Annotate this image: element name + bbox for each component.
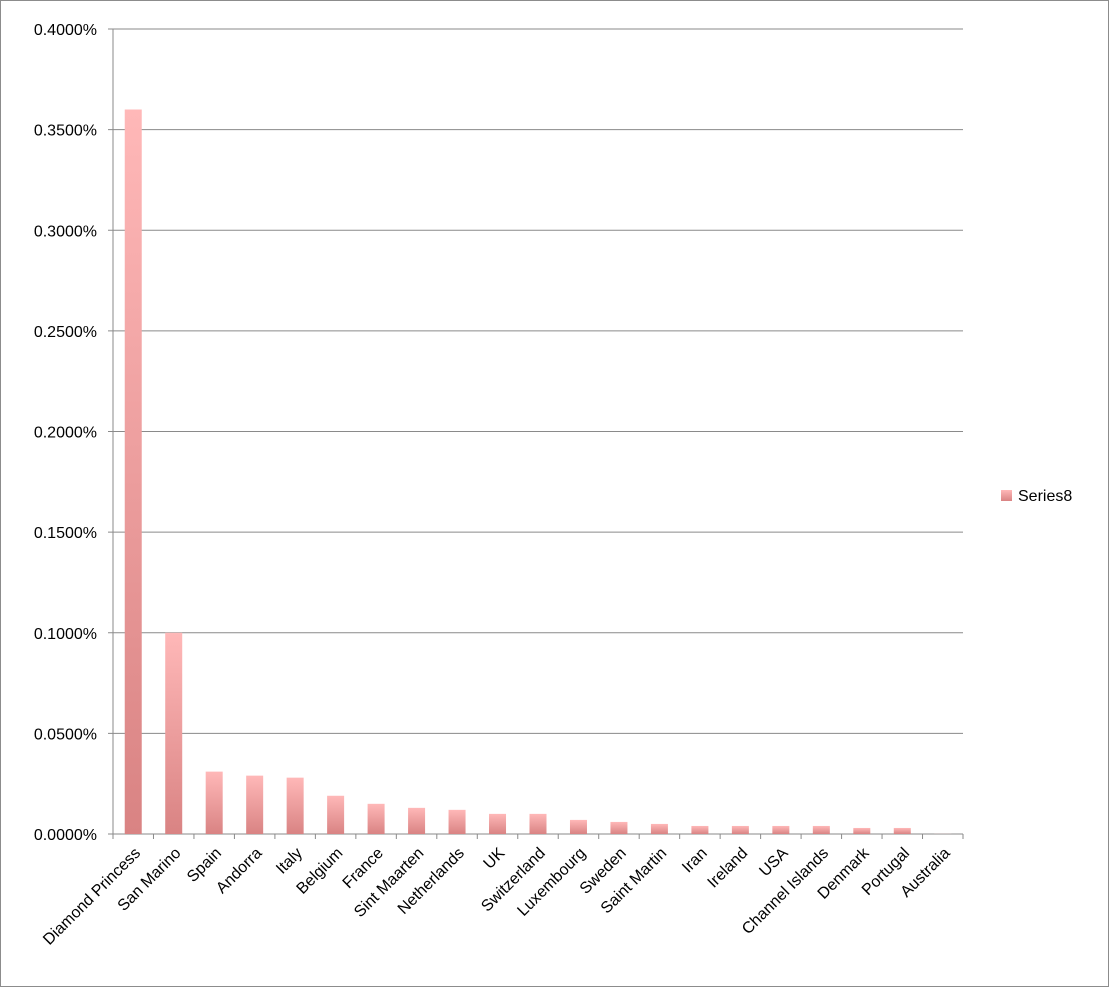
x-tick-label: USA bbox=[756, 845, 792, 881]
legend-swatch bbox=[1001, 490, 1012, 501]
bar-portugal bbox=[893, 827, 911, 834]
bar-channel-islands bbox=[812, 825, 830, 834]
bar-sint-maarten bbox=[408, 807, 426, 834]
bar-italy bbox=[286, 777, 304, 834]
x-tick-label: Iran bbox=[679, 845, 711, 877]
y-tick-label: 0.0500% bbox=[34, 726, 97, 743]
bar-diamond-princess bbox=[124, 109, 142, 834]
y-tick-labels: 0.0000% 0.0500% 0.1000% 0.1500% 0.2000% 0.250… bbox=[34, 22, 97, 844]
bar-usa bbox=[772, 825, 790, 834]
bar-uk bbox=[489, 813, 507, 834]
axes bbox=[108, 28, 964, 839]
bar-sweden bbox=[610, 821, 628, 834]
y-tick-label: 0.3500% bbox=[34, 123, 97, 140]
x-tick-label: UK bbox=[481, 845, 509, 873]
y-tick-label: 0.1500% bbox=[34, 525, 97, 542]
bar-switzerland bbox=[529, 813, 547, 834]
legend-label-series8: Series8 bbox=[1018, 488, 1072, 505]
bar-france bbox=[367, 803, 385, 834]
gridlines bbox=[113, 28, 963, 734]
y-tick-label: 0.4000% bbox=[34, 22, 97, 39]
bar-belgium bbox=[327, 795, 345, 834]
legend: Series8 bbox=[1001, 488, 1072, 505]
x-tick-label: Italy bbox=[273, 845, 306, 878]
bar-saint-martin bbox=[650, 823, 668, 834]
y-tick-label: 0.1000% bbox=[34, 626, 97, 643]
y-tick-label: 0.0000% bbox=[34, 827, 97, 844]
bar-ireland bbox=[731, 825, 749, 834]
x-tick-label: Andorra bbox=[213, 845, 265, 897]
bar-san-marino bbox=[165, 632, 183, 834]
bar-netherlands bbox=[448, 809, 466, 834]
bar-spain bbox=[205, 771, 223, 834]
bar-andorra bbox=[246, 775, 264, 834]
y-tick-label: 0.3000% bbox=[34, 223, 97, 240]
bars bbox=[124, 109, 952, 834]
y-tick-label: 0.2500% bbox=[34, 324, 97, 341]
y-tick-label: 0.2000% bbox=[34, 425, 97, 442]
bar-iran bbox=[691, 825, 709, 834]
bar-luxembourg bbox=[569, 819, 587, 834]
bar-denmark bbox=[853, 827, 871, 834]
x-tick-label: Ireland bbox=[705, 845, 752, 892]
